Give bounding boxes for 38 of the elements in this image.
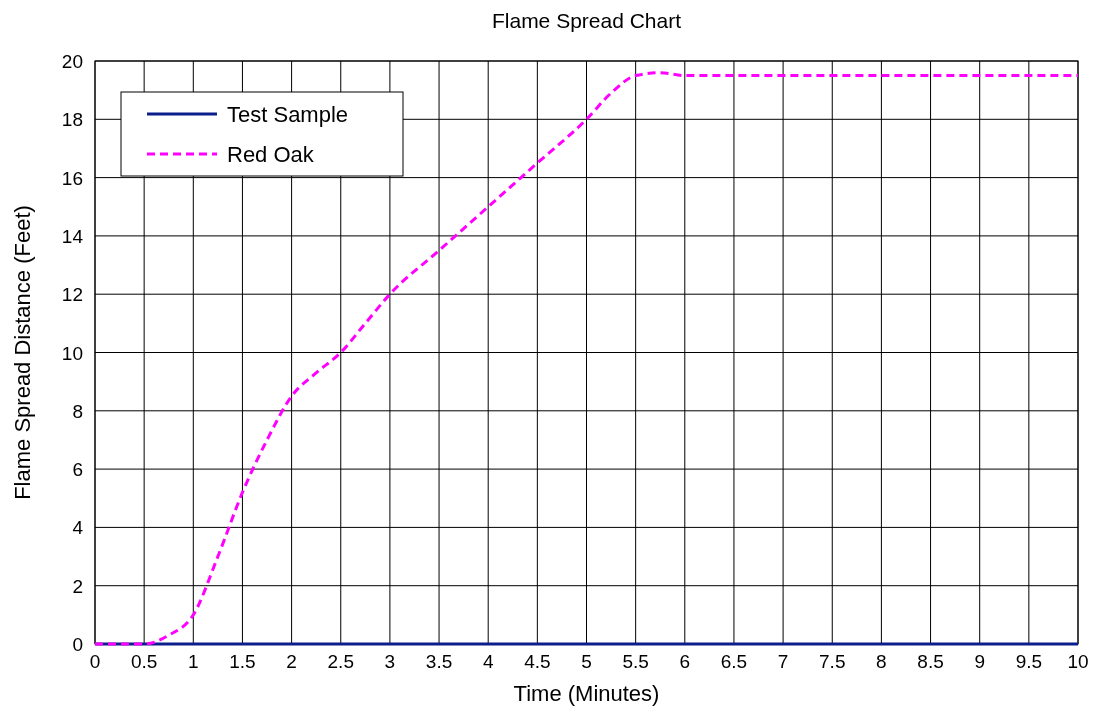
x-tick-label: 3.5 (425, 651, 453, 672)
x-tick-label: 4.5 (524, 651, 551, 672)
x-tick-label: 8.5 (917, 651, 944, 672)
x-tick-label: 5 (581, 651, 592, 672)
y-tick-label: 20 (61, 51, 83, 72)
y-axis-title: Flame Spread Distance (Feet) (10, 205, 35, 500)
y-tick-label: 2 (72, 575, 83, 597)
y-tick-label: 8 (72, 400, 83, 422)
x-tick-label: 10 (1067, 651, 1089, 672)
x-tick-label: 7 (777, 651, 789, 672)
y-tick-label: 10 (61, 342, 83, 364)
x-tick-label: 1.5 (229, 651, 256, 672)
x-tick-label: 9 (974, 651, 985, 672)
y-tick-label: 16 (61, 167, 83, 189)
x-tick-label: 8 (876, 651, 887, 672)
x-tick-label: 5.5 (622, 651, 649, 672)
line-series (93, 71, 1080, 646)
x-tick-label: 6.5 (720, 651, 748, 672)
x-tick-label: 1 (188, 651, 199, 672)
y-tick-label: 4 (72, 517, 84, 539)
x-tick-label: 6 (679, 651, 691, 672)
x-tick-label: 7.5 (819, 651, 846, 672)
y-tick-label: 6 (72, 459, 83, 481)
x-tick-label: 2.5 (327, 651, 354, 672)
x-tick-label: 2 (286, 651, 297, 672)
x-tick-label: 0 (89, 651, 101, 672)
x-axis-title: Time (Minutes) (513, 681, 660, 706)
legend-label: Red Oak (227, 142, 315, 167)
y-tick-label: 12 (61, 284, 83, 306)
y-tick-label: 14 (61, 225, 84, 247)
y-tick-label: 18 (61, 109, 83, 131)
chart-title: Flame Spread Chart (491, 9, 682, 32)
x-tick-label: 9.5 (1015, 651, 1043, 672)
x-tick-label: 0.5 (130, 651, 158, 672)
x-tick-label: 4 (482, 651, 494, 672)
y-tick-label: 0 (72, 634, 83, 655)
legend-label: Test Sample (227, 102, 349, 127)
x-tick-label: 3 (384, 651, 396, 672)
